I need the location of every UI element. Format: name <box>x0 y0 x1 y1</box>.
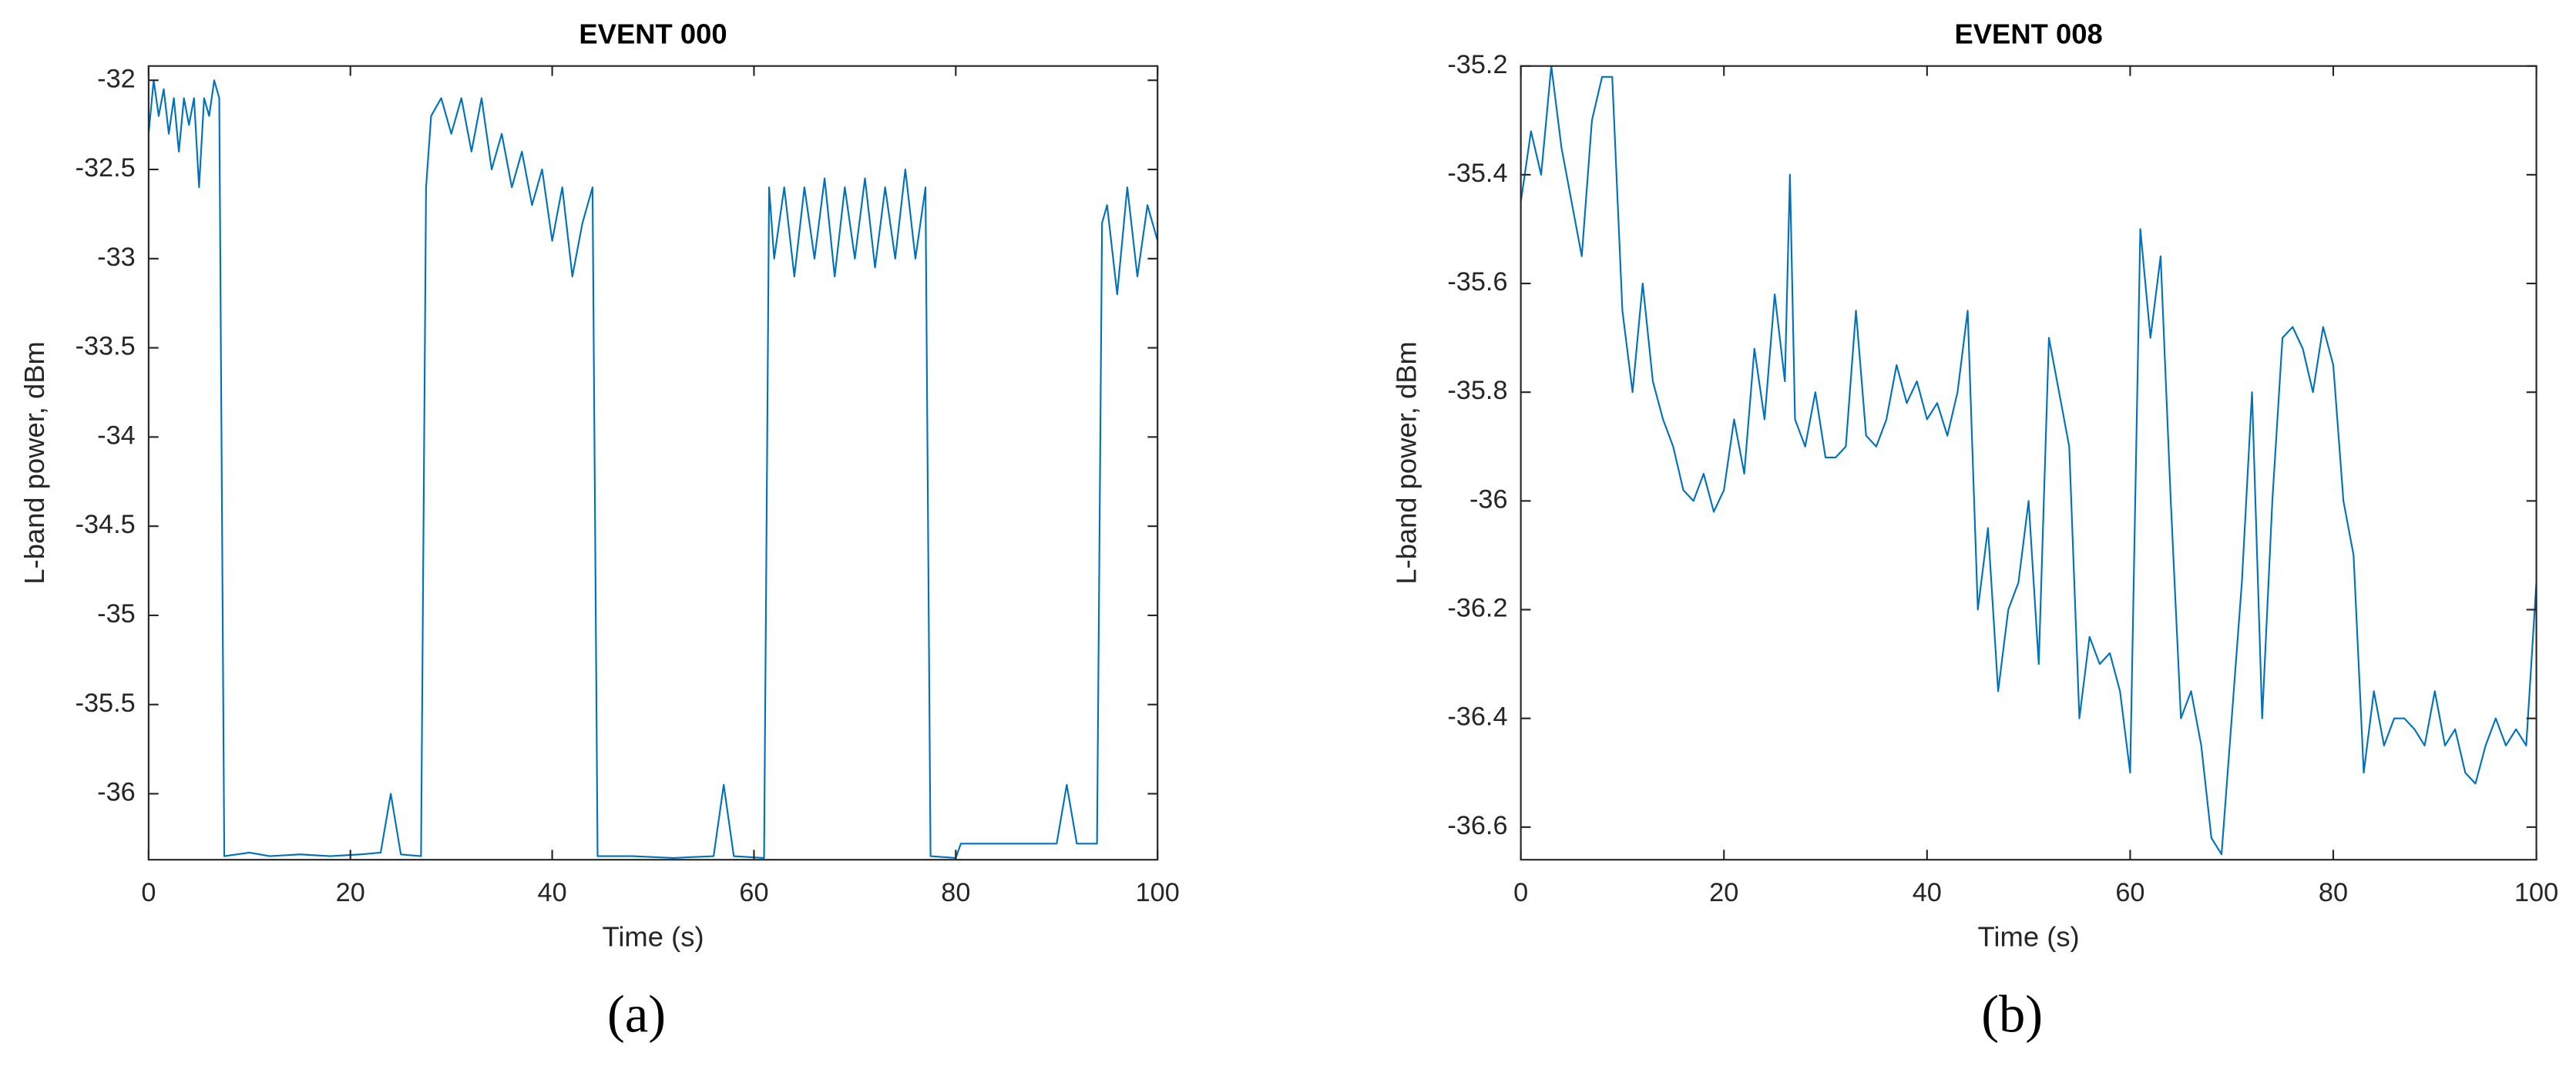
axes-box <box>1520 65 2537 861</box>
x-tick-label: 80 <box>2319 878 2348 907</box>
x-tick-label: 60 <box>2115 878 2144 907</box>
y-tick-label: -36 <box>1469 484 1508 514</box>
data-line <box>1520 65 2537 856</box>
y-tick-label: -35.2 <box>1447 50 1507 79</box>
y-tick-label: -32.5 <box>76 153 136 183</box>
data-line <box>148 79 1158 859</box>
y-tick-label: -33 <box>97 243 136 272</box>
y-tick-label: -35.8 <box>1447 376 1507 405</box>
y-axis-label: L-band power, dBm <box>1391 341 1422 585</box>
y-tick-label: -36.4 <box>1447 702 1507 732</box>
y-tick-label: -36.2 <box>1447 594 1507 623</box>
x-tick-label: 100 <box>1136 878 1180 907</box>
x-tick-label: 40 <box>1913 878 1942 907</box>
x-axis-label: Time (s) <box>602 921 704 953</box>
caption: (b) <box>1981 985 2043 1044</box>
x-tick-label: 80 <box>941 878 970 907</box>
y-tick-label: -32 <box>97 64 136 93</box>
x-tick-label: 20 <box>1709 878 1738 907</box>
y-tick-label: -34 <box>97 421 136 450</box>
x-tick-label: 100 <box>2514 878 2558 907</box>
x-axis-label: Time (s) <box>1978 921 2080 953</box>
plot-area <box>1520 65 2537 856</box>
chart-title: EVENT 008 <box>1954 18 2102 50</box>
y-tick-label: -36 <box>97 778 136 807</box>
x-tick-label: 0 <box>1513 878 1528 907</box>
y-tick-label: -34.5 <box>76 510 136 539</box>
y-axis-label: L-band power, dBm <box>18 341 50 585</box>
y-tick-label: -35.4 <box>1447 159 1507 188</box>
chart-title: EVENT 000 <box>579 18 727 50</box>
y-tick-label: -36.6 <box>1447 811 1507 840</box>
x-tick-label: 60 <box>739 878 768 907</box>
y-tick-label: -35 <box>97 599 136 629</box>
y-tick-label: -35.5 <box>76 689 136 718</box>
x-tick-label: 40 <box>538 878 567 907</box>
caption: (a) <box>607 985 666 1044</box>
y-tick-label: -33.5 <box>76 332 136 361</box>
x-tick-label: 0 <box>141 878 156 907</box>
plot-area <box>148 79 1158 859</box>
y-tick-label: -35.6 <box>1447 267 1507 297</box>
x-tick-label: 20 <box>336 878 365 907</box>
axes-box <box>147 65 1159 861</box>
